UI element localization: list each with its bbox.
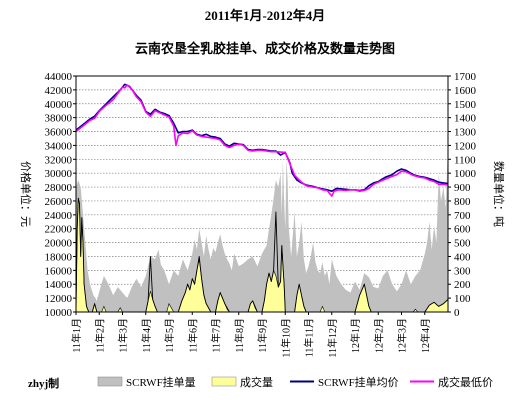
left-tick-label-4: 18000 [45, 251, 73, 263]
right-tick-label-8: 800 [454, 196, 471, 208]
x-tick-label-4: 11年5月 [163, 318, 176, 353]
left-tick-label-8: 26000 [45, 196, 73, 208]
right-tick-label-6: 600 [454, 224, 471, 236]
right-tick-label-1: 100 [454, 293, 471, 305]
left-tick-label-16: 42000 [45, 85, 73, 97]
left-tick-label-9: 28000 [45, 182, 73, 194]
right-tick-label-17: 1700 [454, 71, 477, 83]
x-tick-label-3: 11年4月 [140, 318, 153, 353]
legend-swatch-0 [97, 376, 123, 387]
left-tick-label-10: 30000 [45, 168, 73, 180]
right-tick-label-15: 1500 [454, 99, 477, 111]
left-tick-label-12: 34000 [45, 140, 73, 152]
right-tick-label-10: 1000 [454, 168, 477, 180]
right-tick-label-11: 1100 [454, 154, 476, 166]
left-tick-label-11: 32000 [45, 154, 73, 166]
right-tick-label-9: 900 [454, 182, 471, 194]
right-tick-label-12: 1200 [454, 140, 477, 152]
right-tick-label-7: 700 [454, 210, 471, 222]
legend-label-1: 成交量 [240, 375, 273, 389]
x-axis-ticks: 11年1月 11年2月 11年3月 11年4月 11年5月 11年6月 11年7月 11年8月… [70, 312, 432, 358]
left-tick-label-3: 16000 [45, 265, 73, 277]
series-area-0 [76, 145, 448, 312]
author-credit: zhyj制 [28, 376, 59, 390]
x-tick-label-1: 11年2月 [93, 318, 106, 353]
right-tick-label-13: 1300 [454, 127, 477, 139]
left-axis-title: 价格单位：元 [19, 161, 33, 227]
right-tick-label-4: 400 [454, 251, 471, 263]
legend-swatch-1 [211, 376, 237, 387]
right-tick-label-16: 1600 [454, 85, 477, 97]
x-tick-label-13: 12年2月 [372, 318, 385, 353]
right-tick-label-3: 300 [454, 265, 471, 277]
x-tick-label-10: 11年11月 [303, 318, 316, 357]
right-axis-title: 数量单位：吨 [492, 161, 506, 227]
x-tick-label-2: 11年3月 [117, 318, 130, 353]
x-tick-label-7: 11年8月 [233, 318, 246, 353]
left-tick-label-13: 36000 [45, 127, 73, 139]
right-tick-label-5: 500 [454, 238, 471, 250]
left-tick-label-15: 40000 [45, 99, 73, 111]
left-tick-label-2: 14000 [45, 279, 73, 291]
chart-subtitle: 云南农垦全乳胶挂单、成交价格及数量走势图 [135, 41, 395, 56]
left-tick-label-17: 44000 [45, 71, 73, 83]
legend-label-2: SCRWF挂单均价 [318, 375, 399, 389]
left-tick-label-7: 24000 [45, 210, 73, 222]
right-tick-label-14: 1400 [454, 113, 477, 125]
x-tick-label-5: 11年6月 [186, 318, 199, 353]
legend-label-3: 成交最低价 [438, 375, 493, 389]
x-tick-label-0: 11年1月 [70, 318, 83, 353]
legend: SCRWF挂单量 成交量 SCRWF挂单均价 成交最低价 [97, 375, 493, 389]
right-tick-label-0: 0 [454, 307, 460, 319]
left-tick-label-1: 12000 [45, 293, 73, 305]
chart-title: 2011年1月-2012年4月 [205, 8, 326, 23]
left-tick-label-14: 38000 [45, 113, 73, 125]
x-tick-label-12: 12年1月 [349, 318, 362, 353]
x-tick-label-6: 11年7月 [210, 318, 223, 353]
x-tick-label-8: 11年9月 [256, 318, 269, 353]
series-line-4 [75, 84, 449, 197]
x-tick-label-14: 12年3月 [396, 318, 409, 353]
legend-label-0: SCRWF挂单量 [126, 375, 196, 389]
left-tick-label-5: 20000 [45, 238, 73, 250]
x-tick-label-15: 12年4月 [419, 318, 432, 353]
right-tick-label-2: 200 [454, 279, 471, 291]
left-tick-label-0: 10000 [45, 307, 73, 319]
x-tick-label-9: 11年10月 [279, 318, 292, 358]
left-tick-label-6: 22000 [45, 224, 73, 236]
x-tick-label-11: 11年12月 [326, 318, 339, 358]
